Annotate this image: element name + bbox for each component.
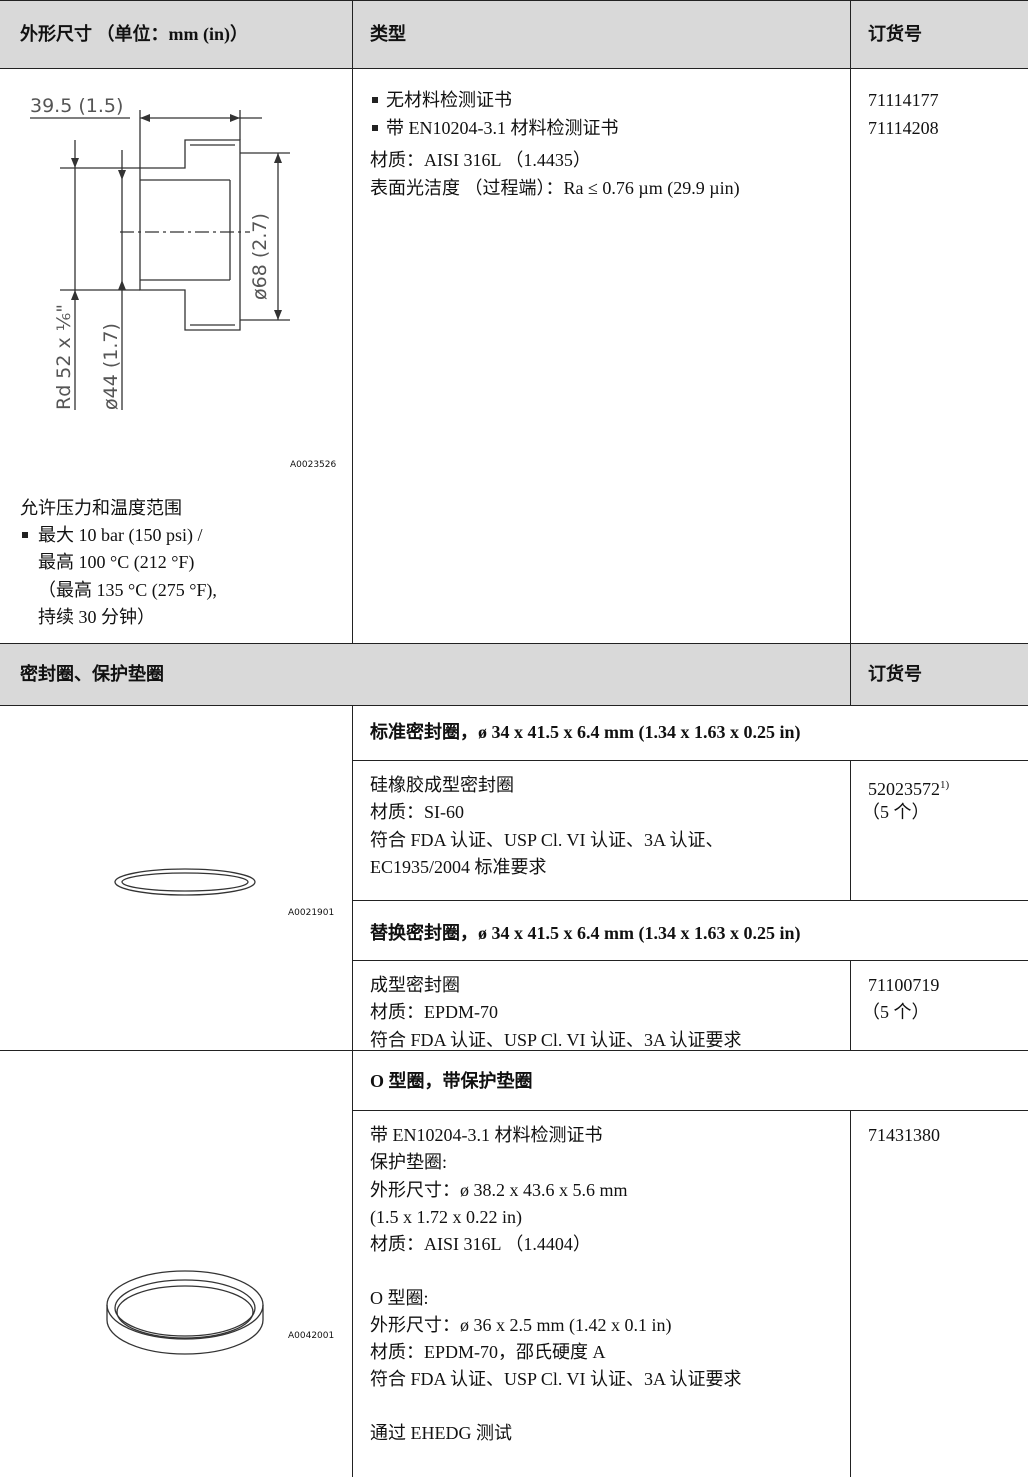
border: [0, 1050, 1028, 1051]
border: [850, 1110, 851, 1477]
item-line: EC1935/2004 标准要求: [370, 856, 547, 877]
border: [352, 960, 1028, 961]
order-number: 71100719: [868, 975, 940, 995]
item-line: 符合 FDA 认证、USP Cl. VI 认证、3A 认证要求: [370, 1369, 742, 1390]
item-line: 符合 FDA 认证、USP Cl. VI 认证、3A 认证要求: [370, 1029, 742, 1050]
border: [352, 705, 353, 1477]
dimension-label: ø44 (1.7): [100, 323, 122, 410]
column-header: 订货号: [868, 24, 922, 44]
item-heading: 替换密封圈，ø 34 x 41.5 x 6.4 mm (1.34 x 1.63 …: [370, 923, 801, 943]
order-number: 520235721): [868, 779, 950, 799]
item-line: 外形尺寸：ø 38.2 x 43.6 x 5.6 mm: [370, 1179, 628, 1200]
order-number: 71114208: [868, 118, 939, 138]
figure-id: A0042001: [288, 1331, 335, 1341]
item-line: 外形尺寸：ø 36 x 2.5 mm (1.42 x 0.1 in): [370, 1314, 672, 1335]
figure-id: A0021901: [288, 908, 335, 918]
pressure-line: 持续 30 分钟）: [38, 606, 155, 627]
dimension-label: 39.5 (1.5): [30, 95, 123, 117]
dimension-label: Rd 52 x ⅙": [53, 304, 75, 410]
item-line: 带 EN10204-3.1 材料检测证书: [370, 1125, 603, 1145]
header-bg: [0, 0, 1028, 68]
item-line: 符合 FDA 认证、USP Cl. VI 认证、3A 认证、: [370, 829, 724, 850]
column-header: 订货号: [868, 664, 922, 684]
item-line: 通过 EHEDG 测试: [370, 1422, 512, 1443]
border: [0, 0, 1028, 1]
border: [850, 960, 851, 1050]
material: 材质：AISI 316L （1.4435）: [370, 150, 591, 170]
border: [850, 0, 851, 705]
item-line: (1.5 x 1.72 x 0.22 in): [370, 1206, 522, 1227]
border: [352, 1110, 1028, 1111]
item-line: 材质：EPDM-70: [370, 1002, 499, 1023]
pressure-title: 允许压力和温度范围: [20, 498, 182, 518]
pressure-line: 最大 10 bar (150 psi) /: [38, 525, 203, 545]
pressure-line: 最高 100 °C (212 °F): [38, 552, 195, 573]
item-line: 材质：AISI 316L （1.4404）: [370, 1234, 591, 1255]
item-line: O 型圈:: [370, 1287, 429, 1308]
dimension-label: ø68 (2.7): [249, 213, 271, 300]
section-header-bg: [0, 643, 1028, 705]
border: [0, 68, 1028, 69]
footnote-ref: 1): [940, 779, 950, 791]
border: [0, 643, 1028, 644]
pressure-line: （最高 135 °C (275 °F),: [38, 579, 217, 600]
item-line: 保护垫圈:: [370, 1152, 448, 1173]
border: [352, 0, 353, 643]
item-heading: 标准密封圈，ø 34 x 41.5 x 6.4 mm (1.34 x 1.63 …: [370, 722, 801, 742]
bullet: [22, 532, 28, 538]
figure-id: A0023526: [290, 460, 337, 470]
border: [352, 900, 1028, 901]
border: [352, 760, 1028, 761]
type-item: 带 EN10204-3.1 材料检测证书: [386, 118, 619, 138]
type-item: 无材料检测证书: [386, 90, 512, 110]
item-line: 材质：EPDM-70，邵氏硬度 A: [370, 1342, 606, 1363]
column-header: 类型: [370, 24, 406, 44]
item-line: 材质：SI-60: [370, 802, 464, 823]
order-number: 71431380: [868, 1125, 940, 1145]
section-title: 密封圈、保护垫圈: [20, 664, 164, 684]
border: [850, 760, 851, 900]
item-heading: O 型圈，带保护垫圈: [370, 1071, 533, 1091]
bullet: [372, 97, 378, 103]
quantity: （5 个）: [862, 802, 930, 822]
item-line: 成型密封圈: [370, 975, 460, 995]
bullet: [372, 125, 378, 131]
order-number: 71114177: [868, 90, 939, 110]
finish: 表面光洁度 （过程端）：Ra ≤ 0.76 µm (29.9 µin): [370, 178, 740, 198]
item-line: 硅橡胶成型密封圈: [370, 775, 514, 795]
border: [0, 705, 1028, 706]
column-header: 外形尺寸 （单位：mm (in)）: [20, 24, 248, 44]
quantity: （5 个）: [862, 1002, 930, 1022]
